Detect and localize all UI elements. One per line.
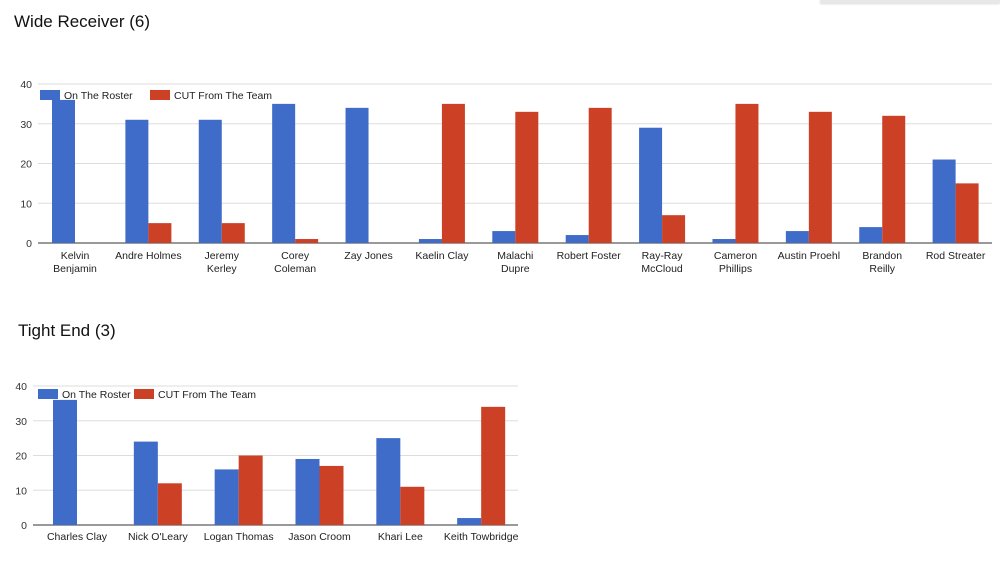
category-label: Nick O'Leary bbox=[128, 531, 189, 543]
y-tick-label: 30 bbox=[15, 416, 27, 428]
bar-on-the-roster bbox=[214, 469, 239, 525]
category-label: Charles Clay bbox=[47, 531, 108, 543]
y-tick-label: 40 bbox=[15, 381, 27, 393]
legend-label-on-the-roster: On The Roster bbox=[62, 389, 131, 401]
category-label: Keith Towbridge bbox=[444, 531, 519, 543]
bar-cut-from-the-team bbox=[515, 111, 539, 243]
category-label: Cameron Phillips bbox=[714, 250, 757, 275]
bar-cut-from-the-team bbox=[221, 223, 245, 243]
legend-swatch-on-the-roster bbox=[38, 389, 58, 399]
bar-cut-from-the-team bbox=[882, 115, 906, 243]
bar-cut-from-the-team bbox=[481, 406, 506, 525]
bar-on-the-roster bbox=[133, 441, 158, 525]
category-label: Malachi Dupre bbox=[497, 250, 533, 275]
category-label: Jeremy Kerley bbox=[205, 250, 240, 275]
bar-on-the-roster bbox=[785, 231, 809, 243]
category-label: Corey Coleman bbox=[274, 250, 316, 275]
category-label: Kelvin Benjamin bbox=[53, 250, 97, 275]
tight-end-chart: 0 10 20 30 40 Charles Clay Nick O'Leary Logan T… bbox=[15, 381, 519, 543]
y-tick-label: 10 bbox=[15, 485, 27, 497]
bar-on-the-roster bbox=[53, 399, 77, 525]
bar-cut-from-the-team bbox=[400, 486, 425, 525]
bar-cut-from-the-team bbox=[441, 103, 465, 243]
bar-on-the-roster bbox=[295, 458, 320, 525]
bar-on-the-roster bbox=[345, 107, 369, 243]
category-label: Jason Croom bbox=[288, 531, 351, 543]
bar-on-the-roster bbox=[125, 119, 149, 243]
bar-cut-from-the-team bbox=[157, 483, 182, 525]
bar-on-the-roster bbox=[932, 159, 956, 243]
y-tick-label: 30 bbox=[20, 119, 32, 131]
category-label: Kaelin Clay bbox=[415, 250, 469, 262]
legend-label-on-the-roster: On The Roster bbox=[64, 90, 133, 102]
bar-cut-from-the-team bbox=[808, 111, 832, 243]
category-label: Ray-Ray McCloud bbox=[641, 250, 683, 275]
bar-cut-from-the-team bbox=[295, 239, 319, 243]
bar-on-the-roster bbox=[418, 239, 442, 243]
category-label: Rod Streater bbox=[926, 250, 986, 262]
bar-cut-from-the-team bbox=[662, 215, 686, 243]
y-tick-label: 40 bbox=[20, 79, 32, 91]
bar-cut-from-the-team bbox=[588, 107, 612, 243]
bar-on-the-roster bbox=[272, 103, 296, 243]
legend-label-cut-from-the-team: CUT From The Team bbox=[174, 90, 272, 102]
y-tick-label: 20 bbox=[15, 451, 27, 463]
wide-receiver-chart: 0 10 20 30 40 Kelvin Benjamin Andre Holmes Jerem… bbox=[20, 79, 992, 275]
wide-receiver-title: Wide Receiver (6) bbox=[14, 12, 151, 31]
legend-swatch-on-the-roster bbox=[40, 90, 60, 100]
y-tick-label: 20 bbox=[20, 159, 32, 171]
category-label: Logan Thomas bbox=[204, 531, 274, 543]
bar-on-the-roster bbox=[639, 127, 663, 243]
y-tick-label: 0 bbox=[26, 238, 32, 250]
bar-on-the-roster bbox=[52, 99, 75, 244]
category-label: Zay Jones bbox=[344, 250, 392, 262]
category-label: Robert Foster bbox=[557, 250, 622, 262]
category-label: Andre Holmes bbox=[115, 250, 182, 262]
tight-end-title: Tight End (3) bbox=[18, 321, 116, 340]
bar-on-the-roster bbox=[712, 239, 736, 243]
bar-cut-from-the-team bbox=[955, 183, 979, 243]
bar-on-the-roster bbox=[565, 235, 589, 243]
bar-cut-from-the-team bbox=[148, 223, 172, 243]
category-label: Brandon Reilly bbox=[862, 250, 902, 275]
bar-on-the-roster bbox=[457, 518, 482, 525]
legend-swatch-cut-from-the-team bbox=[150, 90, 170, 100]
bar-on-the-roster bbox=[376, 438, 401, 525]
bar-on-the-roster bbox=[859, 227, 883, 243]
bar-cut-from-the-team bbox=[735, 103, 759, 243]
bar-on-the-roster bbox=[492, 231, 516, 243]
legend-label-cut-from-the-team: CUT From The Team bbox=[158, 389, 256, 401]
window-top-edge bbox=[820, 0, 1000, 3]
bar-cut-from-the-team bbox=[319, 465, 344, 525]
category-label: Austin Proehl bbox=[778, 250, 840, 262]
y-tick-label: 10 bbox=[20, 198, 32, 210]
y-tick-label: 0 bbox=[21, 520, 27, 532]
bar-on-the-roster bbox=[198, 119, 222, 243]
bar-cut-from-the-team bbox=[238, 455, 263, 525]
category-label: Khari Lee bbox=[378, 531, 423, 543]
legend-swatch-cut-from-the-team bbox=[134, 389, 154, 399]
